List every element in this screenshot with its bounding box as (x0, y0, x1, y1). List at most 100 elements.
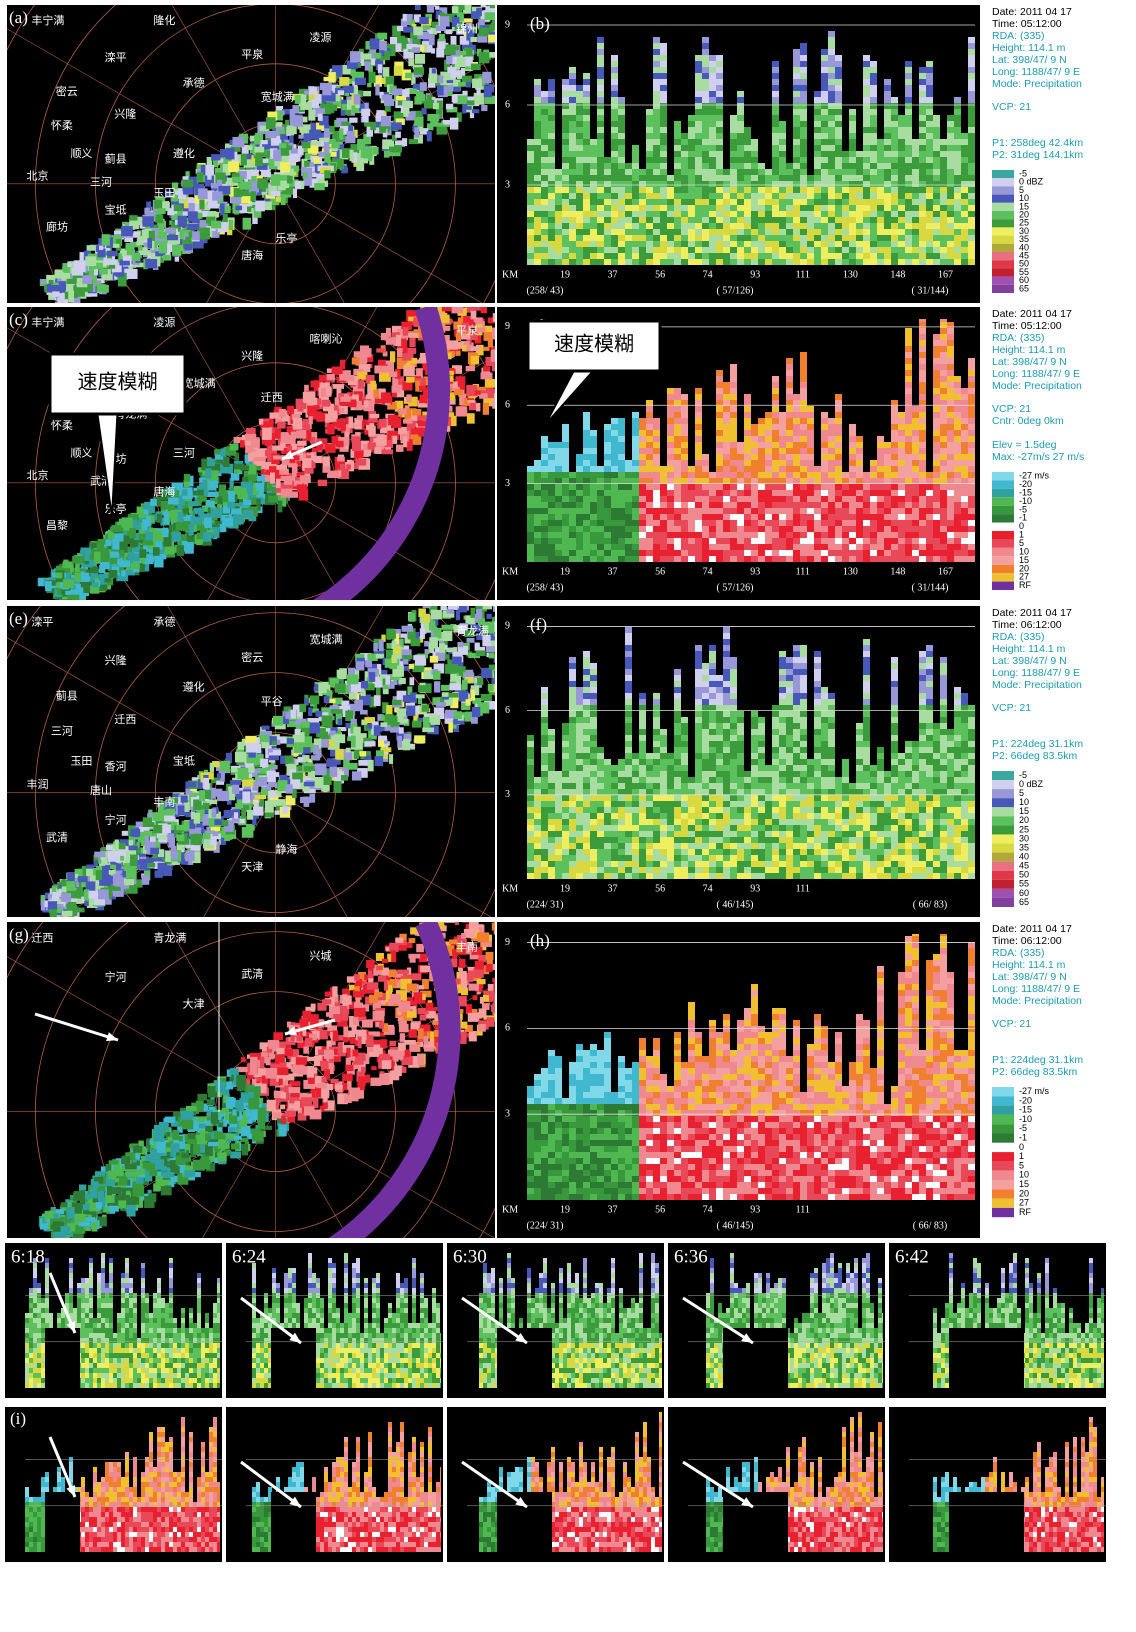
echo-cell (402, 626, 414, 632)
echo-cell (158, 232, 167, 239)
echo-cell (309, 416, 313, 424)
panel-label: (e) (9, 609, 28, 628)
echo-cell (472, 109, 479, 113)
echo-cell (396, 96, 406, 100)
place-name: 三河 (51, 725, 73, 738)
echo-cell (273, 150, 281, 162)
echo-cell (268, 791, 276, 798)
echo-cell (189, 524, 194, 536)
echo-cell (389, 147, 401, 152)
echo-cell (181, 796, 188, 803)
echo-cell (433, 123, 443, 127)
echo-cell (326, 386, 332, 395)
echo-cell (348, 416, 353, 428)
echo-cell (309, 794, 315, 803)
echo-cell (281, 148, 289, 156)
echo-cell (248, 766, 254, 772)
echo-cell (412, 47, 420, 53)
place-name: 宁河 (105, 812, 127, 826)
echo-cell (56, 573, 63, 579)
echo-cell (302, 458, 311, 468)
place-name: 香河 (105, 760, 127, 773)
echo-cell (483, 602, 492, 610)
echo-cell (246, 743, 258, 753)
echo-cell (459, 15, 464, 20)
echo-cell (430, 656, 438, 663)
echo-cell (212, 808, 217, 817)
place-name: 遵化 (183, 679, 205, 693)
echo-cell (78, 876, 88, 882)
echo-cell (197, 490, 203, 496)
echo-cell (452, 95, 458, 102)
echo-cell (227, 491, 234, 502)
echo-cell (435, 6, 439, 10)
place-name: 唐山 (90, 783, 112, 797)
echo-cell (275, 811, 280, 815)
echo-cell (355, 78, 366, 85)
echo-cell (144, 208, 150, 215)
echo-cell (362, 114, 368, 123)
echo-cell (412, 721, 422, 728)
echo-cell (199, 228, 210, 240)
echo-cell (108, 851, 115, 862)
echo-cell (458, 605, 467, 612)
echo-cell (414, 127, 419, 137)
echo-cell (282, 461, 290, 465)
echo-cell (146, 863, 155, 867)
echo-cell (184, 474, 190, 481)
echo-cell (240, 440, 245, 447)
echo-cell (379, 640, 384, 651)
echo-cell (310, 141, 321, 145)
echo-cell (429, 714, 440, 724)
echo-cell (47, 284, 51, 293)
echo-cell (284, 477, 293, 485)
echo-cell (319, 375, 327, 382)
echo-cell (450, 118, 459, 130)
echo-cell (76, 908, 85, 913)
echo-cell (300, 102, 312, 110)
echo-cell (476, 609, 482, 619)
echo-cell (471, 346, 481, 351)
place-name: 兴隆 (105, 653, 127, 667)
echo-cell (378, 360, 386, 366)
echo-cell (385, 675, 390, 684)
echo-cell (324, 153, 330, 163)
echo-cell (199, 200, 204, 210)
place-name: 玉田 (70, 755, 92, 767)
echo-cell (295, 95, 301, 104)
echo-cell (214, 819, 222, 825)
place-name: 丰宁满 (31, 315, 64, 329)
echo-cell (471, 689, 475, 700)
echo-cell (416, 694, 425, 698)
echo-cell (397, 708, 406, 716)
echo-cell (351, 436, 360, 442)
echo-cell (483, 347, 489, 351)
place-name: 三河 (90, 175, 112, 188)
echo-cell (211, 509, 221, 519)
echo-cell (188, 203, 194, 212)
echo-cell (154, 200, 162, 209)
echo-cell (304, 797, 310, 807)
echo-cell (99, 246, 103, 250)
echo-cell (150, 848, 159, 854)
echo-cell (92, 582, 98, 587)
echo-cell (445, 599, 454, 604)
echo-cell (349, 150, 353, 161)
echo-cell (50, 909, 57, 918)
echo-cell (121, 226, 133, 236)
echo-cell (397, 736, 402, 748)
echo-cell (259, 735, 270, 742)
echo-cell (243, 510, 253, 518)
echo-cell (310, 381, 319, 388)
echo-cell (209, 481, 218, 488)
echo-cell (363, 91, 371, 96)
echo-cell (428, 74, 437, 83)
echo-cell (446, 30, 452, 34)
echo-cell (477, 979, 486, 984)
echo-cell (349, 985, 355, 991)
echo-cell (375, 447, 382, 454)
echo-cell (158, 208, 165, 214)
echo-cell (105, 259, 117, 265)
echo-cell (241, 1057, 246, 1062)
echo-cell (207, 459, 215, 467)
